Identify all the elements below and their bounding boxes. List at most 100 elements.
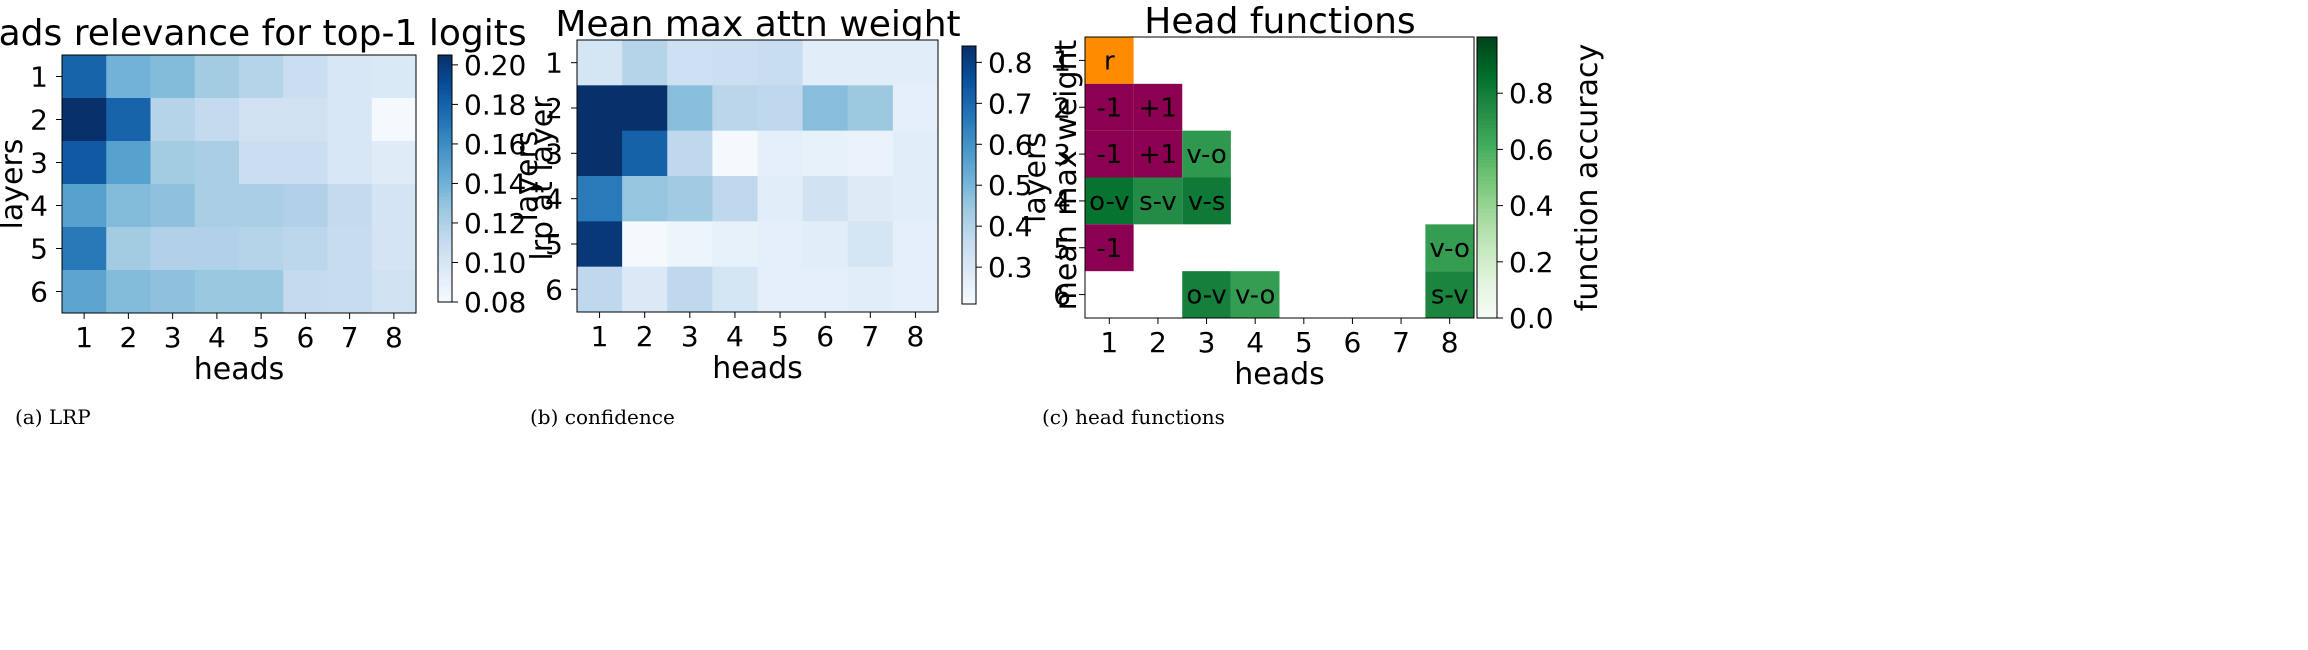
function-cell-label: -1 — [1096, 93, 1122, 123]
colorbar-segment — [962, 139, 976, 144]
colorbar-segment — [438, 172, 452, 177]
colorbar-segment — [438, 237, 452, 241]
colorbar-segment — [1477, 51, 1497, 56]
colorbar-segment — [438, 58, 452, 62]
colorbar-segment — [1477, 282, 1497, 287]
heatmap-cell — [757, 40, 804, 86]
colorbar-segment — [438, 67, 452, 72]
colorbar-segment — [962, 245, 976, 250]
colorbar-segment — [962, 262, 976, 266]
colorbar-segment — [438, 240, 452, 244]
heatmap-cell — [239, 184, 284, 228]
colorbar-segment — [438, 227, 452, 232]
colorbar-segment — [438, 283, 452, 288]
heatmap-cell — [239, 141, 284, 185]
colorbar-segment — [438, 116, 452, 121]
heatmap-cell — [892, 85, 939, 132]
chart-title: Heads relevance for top-1 logits — [0, 13, 527, 54]
colorbar-tick-label: 0.12 — [464, 207, 526, 240]
heatmap-cell — [757, 130, 804, 177]
heatmap-cell — [106, 184, 151, 228]
colorbar-segment — [962, 46, 976, 50]
colorbar-segment — [962, 233, 976, 237]
y-tick-label: 6 — [1053, 279, 1071, 312]
colorbar-segment — [1477, 272, 1497, 277]
colorbar-segment — [438, 277, 452, 281]
figure-caption: (b) confidence — [530, 405, 675, 429]
heatmap-cell — [667, 40, 713, 86]
heatmap-cell — [327, 270, 373, 314]
heatmap-cell — [239, 227, 284, 271]
colorbar-segment — [1477, 100, 1497, 105]
colorbar-segment — [438, 212, 452, 217]
colorbar-segment — [438, 73, 452, 78]
colorbar-segment — [962, 294, 976, 299]
colorbar-segment — [962, 220, 976, 224]
colorbar-segment — [1477, 202, 1497, 207]
colorbar-segment — [1477, 72, 1497, 77]
heatmap-cell — [150, 227, 196, 271]
colorbar-segment — [438, 150, 452, 155]
colorbar-tick-label: 0.5 — [988, 169, 1033, 202]
colorbar-segment — [1477, 258, 1497, 263]
colorbar-label: function accuracy — [1570, 44, 1605, 311]
heatmap-cell — [802, 130, 849, 177]
colorbar-segment — [438, 79, 452, 84]
heatmap-cell — [802, 40, 849, 86]
colorbar-segment — [1477, 65, 1497, 70]
heatmap-cell — [622, 266, 668, 313]
function-cell-label: +1 — [1139, 93, 1177, 123]
heatmap-cell — [327, 184, 373, 228]
colorbar-segment — [438, 292, 452, 297]
colorbar-segment — [962, 116, 976, 121]
heatmap-cell — [577, 176, 623, 222]
colorbar-segment — [438, 249, 452, 254]
plot-frame — [61, 54, 417, 314]
heatmap-cell — [62, 227, 107, 271]
colorbar-segment — [438, 286, 452, 291]
colorbar-segment — [1477, 177, 1497, 182]
colorbar-segment — [438, 98, 452, 102]
colorbar-segment — [438, 206, 452, 210]
colorbar-tick-label: 0.08 — [464, 286, 526, 319]
x-tick-label: 4 — [726, 320, 744, 353]
colorbar-segment — [1477, 198, 1497, 203]
colorbar-segment — [962, 71, 976, 76]
x-tick-label: 4 — [208, 321, 226, 354]
colorbar-segment — [438, 129, 452, 133]
colorbar-segment — [962, 129, 976, 134]
colorbar-segment — [962, 133, 976, 137]
colorbar-segment — [1477, 300, 1497, 305]
colorbar-tick-label: 0.6 — [988, 128, 1033, 161]
heatmap-cell — [371, 98, 417, 142]
heatmap-cell — [847, 40, 894, 86]
colorbar-segment — [962, 297, 976, 302]
colorbar-segment — [1477, 96, 1497, 101]
colorbar-segment — [438, 184, 452, 189]
colorbar-tick-label: 0.8 — [1509, 77, 1554, 110]
colorbar-segment — [962, 191, 976, 195]
y-axis-label: layers — [1018, 132, 1053, 223]
colorbar-tick-label: 0.14 — [464, 167, 526, 200]
x-tick-label: 6 — [296, 321, 314, 354]
colorbar-segment — [438, 110, 452, 115]
colorbar-segment — [438, 119, 452, 124]
colorbar-segment — [962, 126, 976, 131]
colorbar-segment — [1477, 303, 1497, 309]
function-cell — [1085, 130, 1134, 178]
colorbar-segment — [1477, 310, 1497, 316]
colorbar-segment — [1477, 254, 1497, 259]
y-tick-label: 4 — [1053, 185, 1071, 218]
function-cell — [1133, 130, 1183, 178]
colorbar-segment — [962, 210, 976, 215]
colorbar-segment — [962, 107, 976, 112]
colorbar-tick-label: 0.4 — [988, 210, 1033, 243]
heatmap-cell — [327, 98, 373, 142]
colorbar-segment — [438, 215, 452, 220]
colorbar-segment — [1477, 107, 1497, 112]
function-cell — [1230, 271, 1280, 318]
colorbar-segment — [962, 204, 976, 208]
heatmap-cell — [371, 184, 417, 228]
colorbar-segment — [1477, 114, 1497, 119]
colorbar-segment — [962, 213, 976, 218]
